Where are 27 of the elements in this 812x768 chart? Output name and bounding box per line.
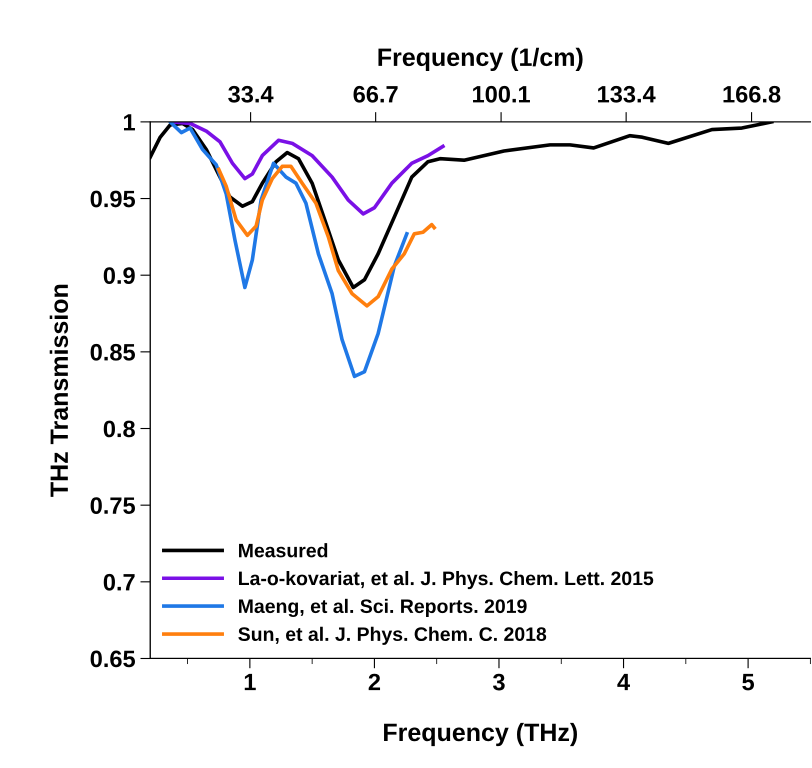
x-tick-label: 5	[742, 674, 754, 690]
x-axis-title: Frequency (THz)	[384, 722, 577, 746]
legend-label: Measured	[239, 543, 328, 558]
y-tick-label: 0.95	[90, 190, 135, 208]
legend-label: La-o-kovariat, et al. J. Phys. Chem. Lett. 2015	[239, 570, 654, 590]
y-tick-label: 0.8	[104, 420, 135, 438]
x-tick-label: 3	[492, 674, 505, 690]
y-tick-label: 0.9	[104, 267, 135, 284]
x2-tick-label: 166.8	[724, 86, 780, 103]
x-tick-label: 2	[368, 674, 380, 690]
line-series	[216, 164, 436, 308]
legend-label: Maeng, et al. Sci. Reports. 2019	[239, 598, 527, 618]
legend-label: Sun, et al. J. Phys. Chem. C. 2018	[238, 626, 546, 645]
y-axis-title: THz Transmission	[50, 284, 68, 497]
y-tick-label: 0.7	[104, 574, 135, 591]
y-tick-label: 1	[124, 114, 135, 130]
y-tick-label: 0.85	[90, 344, 135, 361]
x-tick-label: 4	[617, 674, 630, 690]
y-tick-label: 0.75	[90, 497, 135, 514]
y-tick-label: 0.65	[90, 650, 135, 668]
x2-axis-title: Frequency (1/cm)	[378, 48, 583, 72]
line-series	[168, 122, 409, 378]
x2-tick-label: 100.1	[473, 86, 530, 103]
x2-tick-label: 66.7	[354, 86, 398, 103]
x2-tick-label: 133.4	[598, 86, 656, 103]
x-tick-label: 1	[244, 674, 256, 690]
x2-tick-label: 33.4	[228, 86, 274, 103]
